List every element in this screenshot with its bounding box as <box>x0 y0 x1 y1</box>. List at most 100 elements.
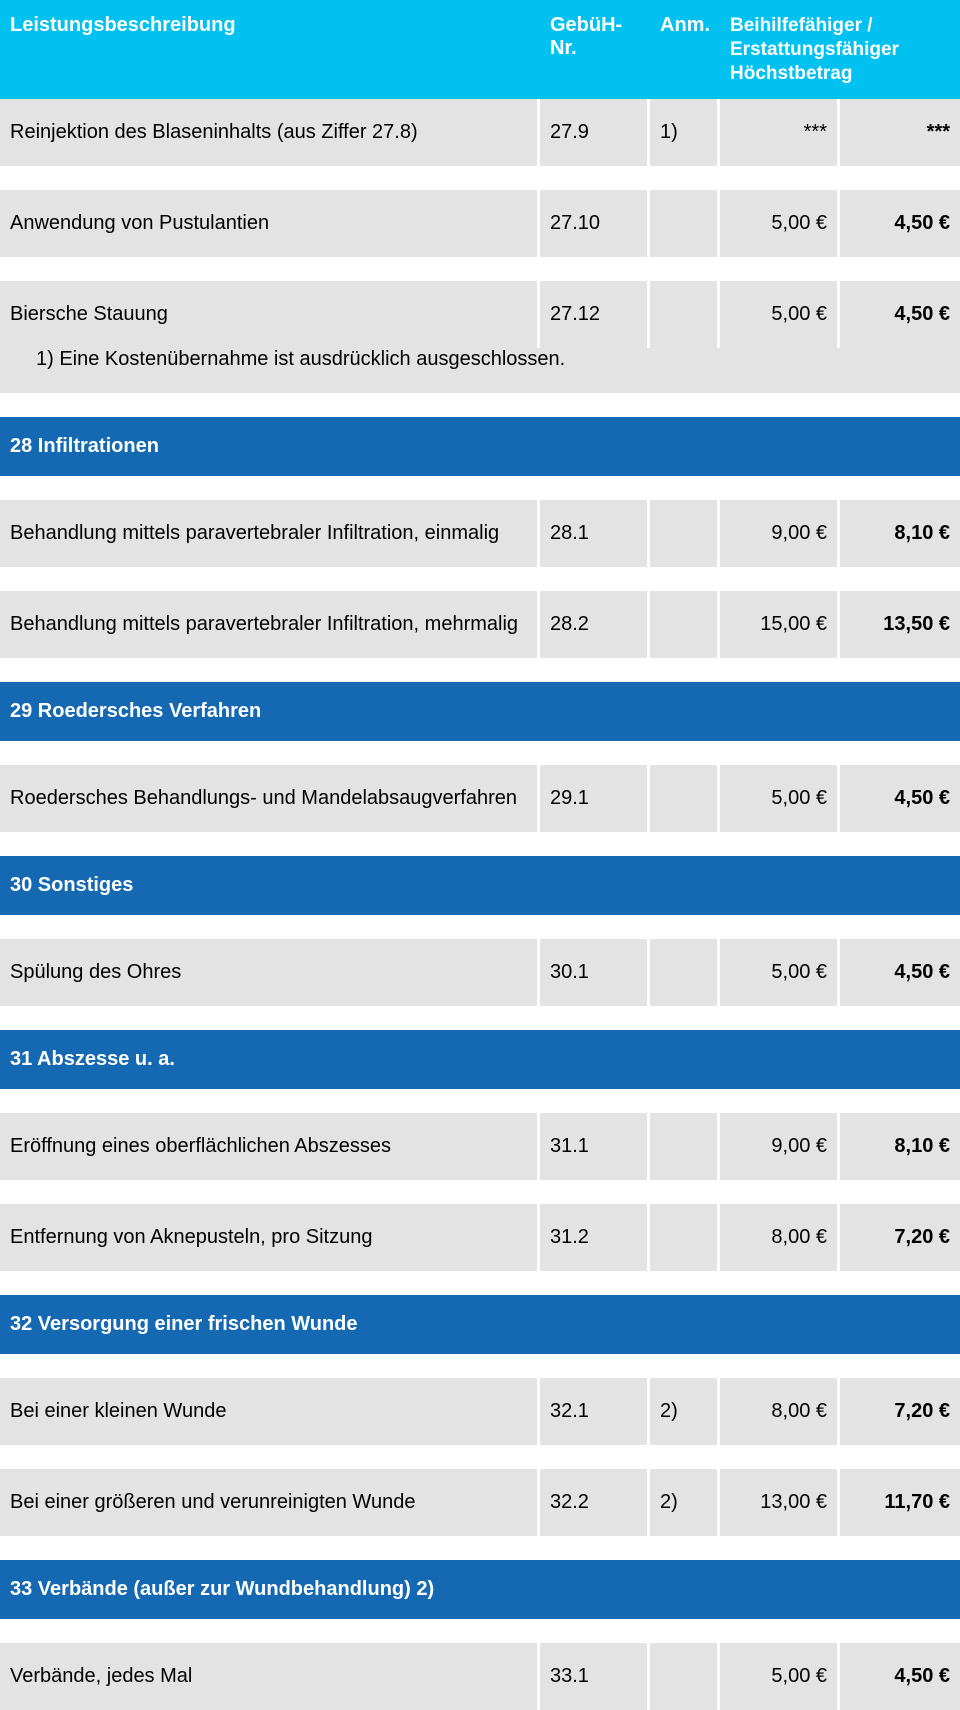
spacer-row <box>0 567 960 591</box>
section-row: 33 Verbände (außer zur Wundbehandlung) 2… <box>0 1560 960 1619</box>
cell-gebueh-nr: 28.2 <box>540 591 650 658</box>
spacer-row <box>0 1354 960 1378</box>
section-title: 29 Roedersches Verfahren <box>0 682 960 741</box>
cell-gebueh-nr: 30.1 <box>540 939 650 1006</box>
cell-amount-beihilfe: 5,00 € <box>720 1643 840 1710</box>
cell-amount-beihilfe: 5,00 € <box>720 281 840 348</box>
cell-gebueh-nr: 27.9 <box>540 99 650 166</box>
cell-amount-beihilfe: 5,00 € <box>720 765 840 832</box>
cell-anm: 2) <box>650 1469 720 1536</box>
cell-gebueh-nr: 27.12 <box>540 281 650 348</box>
spacer-row <box>0 1180 960 1204</box>
section-title: 32 Versorgung einer frischen Wunde <box>0 1295 960 1354</box>
cell-amount-erstattung: 4,50 € <box>840 281 960 348</box>
table-row: Biersche Stauung27.12 5,00 €4,50 € <box>0 281 960 348</box>
cell-amount-erstattung: 4,50 € <box>840 765 960 832</box>
header-anm: Anm. <box>650 0 720 99</box>
cell-gebueh-nr: 33.1 <box>540 1643 650 1710</box>
cell-amount-beihilfe: 9,00 € <box>720 500 840 567</box>
table-row: Bei einer kleinen Wunde32.12)8,00 €7,20 … <box>0 1378 960 1445</box>
cell-amount-beihilfe: 5,00 € <box>720 190 840 257</box>
cell-anm <box>650 281 720 348</box>
cell-amount-erstattung: 8,10 € <box>840 1113 960 1180</box>
cell-amount-beihilfe: 8,00 € <box>720 1378 840 1445</box>
table-row: Spülung des Ohres30.15,00 €4,50 € <box>0 939 960 1006</box>
note-row: 1) Eine Kostenübernahme ist ausdrücklich… <box>0 348 960 393</box>
cell-anm <box>650 1204 720 1271</box>
cell-amount-erstattung: 7,20 € <box>840 1204 960 1271</box>
section-row: 31 Abszesse u. a. <box>0 1030 960 1089</box>
section-title: 30 Sonstiges <box>0 856 960 915</box>
section-title: 33 Verbände (außer zur Wundbehandlung) 2… <box>0 1560 960 1619</box>
section-row: 28 Infiltrationen <box>0 417 960 476</box>
table-row: Eröffnung eines oberflächlichen Abszesse… <box>0 1113 960 1180</box>
spacer-row <box>0 1445 960 1469</box>
cell-gebueh-nr: 29.1 <box>540 765 650 832</box>
section-row: 30 Sonstiges <box>0 856 960 915</box>
cell-anm: 1) <box>650 99 720 166</box>
header-gebueh-nr: GebüH-Nr. <box>540 0 650 99</box>
cell-anm <box>650 591 720 658</box>
table-row: Verbände, jedes Mal33.1 5,00 €4,50 € <box>0 1643 960 1710</box>
spacer-row <box>0 1089 960 1113</box>
cell-amount-erstattung: 4,50 € <box>840 190 960 257</box>
cell-amount-beihilfe: 15,00 € <box>720 591 840 658</box>
spacer-row <box>0 1536 960 1560</box>
cell-amount-erstattung: 7,20 € <box>840 1378 960 1445</box>
cell-gebueh-nr: 32.1 <box>540 1378 650 1445</box>
table-header-row: Leistungsbeschreibung GebüH-Nr. Anm. Bei… <box>0 0 960 99</box>
table-row: Roedersches Behandlungs- und Mandelabsau… <box>0 765 960 832</box>
cell-anm <box>650 939 720 1006</box>
cell-anm <box>650 500 720 567</box>
cell-amount-beihilfe: *** <box>720 99 840 166</box>
cell-amount-erstattung: 13,50 € <box>840 591 960 658</box>
table-row: Anwendung von Pustulantien27.10 5,00 €4,5… <box>0 190 960 257</box>
cell-amount-erstattung: 11,70 € <box>840 1469 960 1536</box>
section-row: 29 Roedersches Verfahren <box>0 682 960 741</box>
cell-gebueh-nr: 27.10 <box>540 190 650 257</box>
spacer-row <box>0 1006 960 1030</box>
section-title: 28 Infiltrationen <box>0 417 960 476</box>
spacer-row <box>0 658 960 682</box>
cell-description: Verbände, jedes Mal <box>0 1643 540 1710</box>
header-amount-line2: Erstattungsfähiger <box>730 39 899 60</box>
cell-anm <box>650 1113 720 1180</box>
header-description: Leistungsbeschreibung <box>0 0 540 99</box>
cell-amount-beihilfe: 9,00 € <box>720 1113 840 1180</box>
cell-amount-erstattung: 4,50 € <box>840 1643 960 1710</box>
table-row: Entfernung von Aknepusteln, pro Sitzung3… <box>0 1204 960 1271</box>
cell-description: Behandlung mittels paravertebraler Infil… <box>0 500 540 567</box>
spacer-row <box>0 1619 960 1643</box>
cell-anm <box>650 765 720 832</box>
cell-amount-erstattung: 4,50 € <box>840 939 960 1006</box>
cell-description: Bei einer größeren und verunreinigten Wu… <box>0 1469 540 1536</box>
section-title: 31 Abszesse u. a. <box>0 1030 960 1089</box>
header-amount: Beihilfefähiger / Erstattungsfähiger Höc… <box>720 0 960 99</box>
cell-anm <box>650 190 720 257</box>
cell-amount-beihilfe: 13,00 € <box>720 1469 840 1536</box>
cell-description: Eröffnung eines oberflächlichen Abszesse… <box>0 1113 540 1180</box>
cell-description: Bei einer kleinen Wunde <box>0 1378 540 1445</box>
spacer-row <box>0 476 960 500</box>
header-amount-line1: Beihilfefähiger / <box>730 15 873 36</box>
cell-anm <box>650 1643 720 1710</box>
cell-gebueh-nr: 31.2 <box>540 1204 650 1271</box>
spacer-row <box>0 915 960 939</box>
cell-gebueh-nr: 28.1 <box>540 500 650 567</box>
spacer-row <box>0 741 960 765</box>
cell-gebueh-nr: 31.1 <box>540 1113 650 1180</box>
spacer-row <box>0 393 960 417</box>
table-row: Behandlung mittels paravertebraler Infil… <box>0 591 960 658</box>
cell-description: Behandlung mittels paravertebraler Infil… <box>0 591 540 658</box>
note-text: 1) Eine Kostenübernahme ist ausdrücklich… <box>0 348 960 393</box>
table-row: Behandlung mittels paravertebraler Infil… <box>0 500 960 567</box>
cell-amount-beihilfe: 8,00 € <box>720 1204 840 1271</box>
cell-description: Anwendung von Pustulantien <box>0 190 540 257</box>
section-row: 32 Versorgung einer frischen Wunde <box>0 1295 960 1354</box>
cell-description: Spülung des Ohres <box>0 939 540 1006</box>
spacer-row <box>0 1271 960 1295</box>
spacer-row <box>0 166 960 190</box>
table-row: Bei einer größeren und verunreinigten Wu… <box>0 1469 960 1536</box>
fee-table: Leistungsbeschreibung GebüH-Nr. Anm. Bei… <box>0 0 960 1710</box>
cell-description: Biersche Stauung <box>0 281 540 348</box>
